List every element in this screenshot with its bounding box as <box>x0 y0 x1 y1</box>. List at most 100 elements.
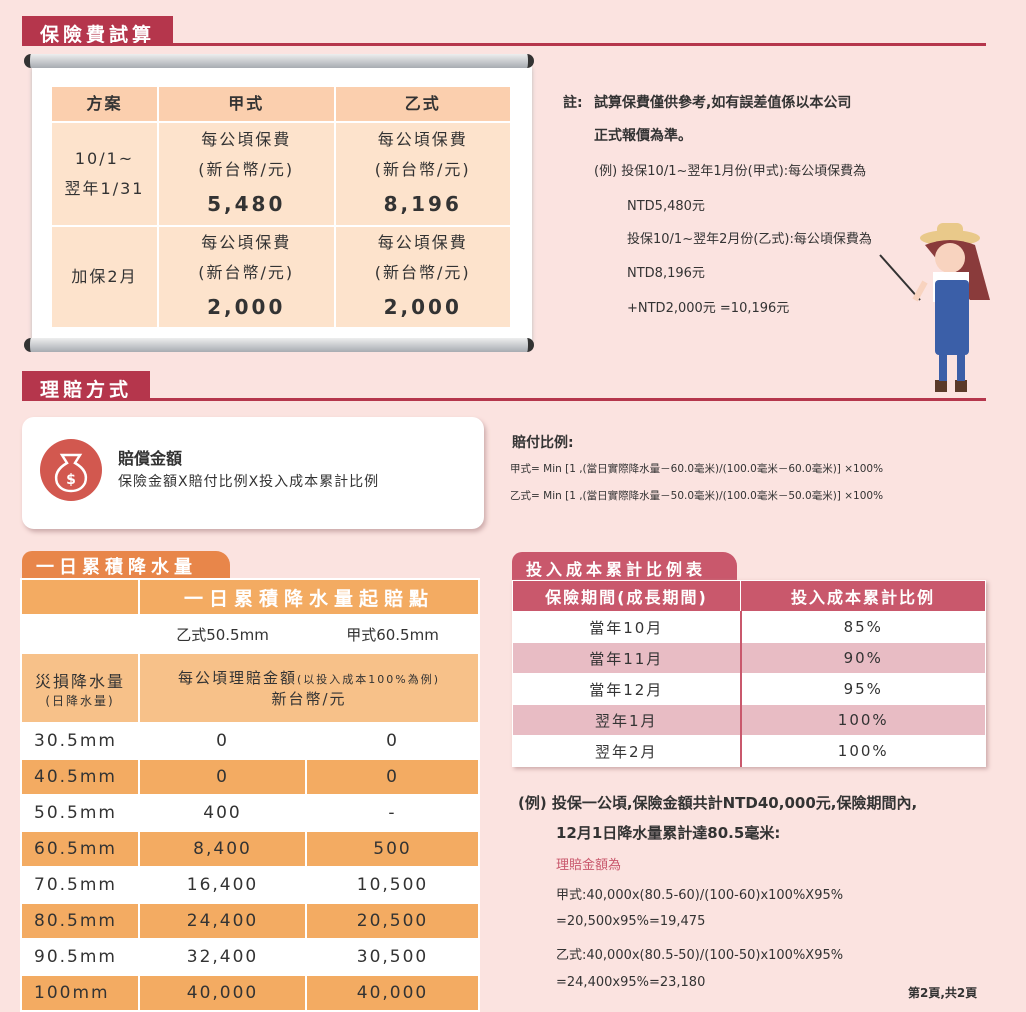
table-cell: 當年12月 <box>512 673 742 705</box>
table-cell: 80.5mm <box>20 902 140 940</box>
table-cell: 100% <box>740 735 986 767</box>
table-cell: 500 <box>305 830 480 868</box>
table-cell: 85% <box>740 611 986 643</box>
label: (新台幣/元) <box>374 160 471 179</box>
table-row: 60.5mm 8,400 500 <box>20 830 480 868</box>
header: 投入成本累計比例 <box>740 580 986 612</box>
value: 5,480 <box>207 192 286 217</box>
note-example: 投保10/1~翌年2月份(乙式):每公頃保費為 <box>627 232 872 247</box>
ratio-table-tab: 投入成本累計比例表 <box>512 552 737 580</box>
value: 2,000 <box>207 295 286 320</box>
table-cell: 翌年1月 <box>512 704 742 736</box>
note-line: 試算保費僅供參考,如有誤差值係以本公司 <box>594 95 852 111</box>
example-a1: 甲式:40,000x(80.5-60)/(100-60)x100%X95% <box>556 888 844 903</box>
table-cell: 70.5mm <box>20 866 140 904</box>
page-number: 第2頁,共2頁 <box>908 986 978 1000</box>
table-cell: 32,400 <box>138 938 307 976</box>
table-cell: 24,400 <box>138 902 307 940</box>
note-example: NTD5,480元 <box>627 199 705 214</box>
table-cell: 當年10月 <box>512 611 742 643</box>
label: 災損降水量 <box>34 671 125 691</box>
period-cell: 10/1~ 翌年1/31 <box>50 121 159 227</box>
table-cell: 20,500 <box>305 902 480 940</box>
table-row: 翌年1月 100% <box>512 704 986 736</box>
scroll-rod-bottom <box>24 338 534 352</box>
table-row: 80.5mm 24,400 20,500 <box>20 902 480 940</box>
example-a2: =20,500x95%=19,475 <box>556 914 706 929</box>
cell: 每公頃保費 (新台幣/元) 2,000 <box>333 225 512 329</box>
label: (日降水量) <box>45 693 115 708</box>
rainfall-table: 一日累積降水量起賠點 乙式50.5mm 甲式60.5mm 災損降水量 (日降水量) … <box>20 578 480 1012</box>
table-cell: 95% <box>740 673 986 705</box>
table-cell: 10,500 <box>305 866 480 904</box>
money-bag-icon: $ <box>40 439 102 501</box>
table-cell: 90.5mm <box>20 938 140 976</box>
period: 10/1~ <box>74 148 135 168</box>
table-row: 翌年2月 100% <box>512 735 986 767</box>
table-row: 當年11月 90% <box>512 642 986 674</box>
table-cell: 40.5mm <box>20 758 140 796</box>
farmer-illustration <box>879 223 990 392</box>
header: 甲式 <box>157 85 336 123</box>
premium-table: 方案 甲式 乙式 10/1~ 翌年1/31 每公頃保費 (新台幣/元) 5,480 每公頃… <box>50 85 512 329</box>
table-cell: 30.5mm <box>20 722 140 760</box>
divider <box>22 43 986 46</box>
svg-text:$: $ <box>66 472 76 488</box>
table-cell: 400 <box>138 794 307 832</box>
table-row: 30.5mm 0 0 <box>20 722 480 760</box>
period-cell: 加保2月 <box>50 225 159 329</box>
label: (新台幣/元) <box>198 160 295 179</box>
ratio-table: 保險期間(成長期間) 投入成本累計比例 當年10月 85% 當年11月 90% 當年12月… <box>512 580 986 767</box>
table-cell: 當年11月 <box>512 642 742 674</box>
example-red: 理賠金額為 <box>556 858 622 873</box>
note-line: 正式報價為準。 <box>594 128 692 144</box>
example-b1: 乙式:40,000x(80.5-50)/(100-50)x100%X95% <box>556 948 844 963</box>
label: 新台幣/元 <box>271 690 347 708</box>
note-example: (例) 投保10/1~翌年1月份(甲式):每公頃保費為 <box>594 164 867 179</box>
table-cell: 60.5mm <box>20 830 140 868</box>
col-header: 甲式60.5mm <box>305 614 480 654</box>
divider <box>22 398 986 401</box>
header: 方案 <box>50 85 159 123</box>
table-cell: 0 <box>305 758 480 796</box>
table-cell: 90% <box>740 642 986 674</box>
cell: 每公頃保費 (新台幣/元) 5,480 <box>157 121 336 227</box>
example-line: (例) 投保一公頃,保險金額共計NTD40,000元,保險期間內, <box>518 794 918 812</box>
claim-section-title: 理賠方式 <box>22 371 151 401</box>
table-row: 100mm 40,000 40,000 <box>20 974 480 1012</box>
note-example: NTD8,196元 <box>627 266 705 281</box>
value: 8,196 <box>383 192 462 217</box>
payout-title: 賠付比例: <box>512 435 574 451</box>
note-example: +NTD2,000元 =10,196元 <box>627 301 790 316</box>
table-cell: 16,400 <box>138 866 307 904</box>
table-cell: 0 <box>138 722 307 760</box>
table-cell: - <box>305 794 480 832</box>
example-line: 12月1日降水量累計達80.5毫米: <box>556 824 781 842</box>
payout-formula-b: 乙式= Min [1 ,(當日實際降水量－50.0毫米)/(100.0毫米－50… <box>510 490 884 502</box>
example-b2: =24,400x95%=23,180 <box>556 975 706 990</box>
empty-cell <box>20 578 140 616</box>
table-cell: 0 <box>305 722 480 760</box>
table-cell: 100mm <box>20 974 140 1012</box>
table-cell: 30,500 <box>305 938 480 976</box>
table-row: 40.5mm 0 0 <box>20 758 480 796</box>
label: 每公頃理賠金額 <box>177 669 297 687</box>
label: (新台幣/元) <box>374 263 471 282</box>
header: 一日累積降水量起賠點 <box>138 578 480 616</box>
table-row: 當年10月 85% <box>512 611 986 643</box>
compensation-card: $ 賠償金額 保險金額X賠付比例X投入成本累計比例 <box>22 417 484 529</box>
table-row: 70.5mm 16,400 10,500 <box>20 866 480 904</box>
row-label: 災損降水量 (日降水量) <box>20 652 140 724</box>
table-row: 90.5mm 32,400 30,500 <box>20 938 480 976</box>
label: (以投入成本100%為例) <box>296 673 441 686</box>
cell: 每公頃保費 (新台幣/元) 8,196 <box>333 121 512 227</box>
payout-formula-a: 甲式= Min [1 ,(當日實際降水量－60.0毫米)/(100.0毫米－60… <box>510 463 884 475</box>
table-cell: 40,000 <box>305 974 480 1012</box>
amount-label: 每公頃理賠金額(以投入成本100%為例) 新台幣/元 <box>138 652 480 724</box>
table-cell: 50.5mm <box>20 794 140 832</box>
cell: 每公頃保費 (新台幣/元) 2,000 <box>157 225 336 329</box>
empty-cell <box>20 614 140 654</box>
label: 每公頃保費 <box>377 232 468 252</box>
table-cell: 100% <box>740 704 986 736</box>
card-text: 保險金額X賠付比例X投入成本累計比例 <box>118 474 380 490</box>
